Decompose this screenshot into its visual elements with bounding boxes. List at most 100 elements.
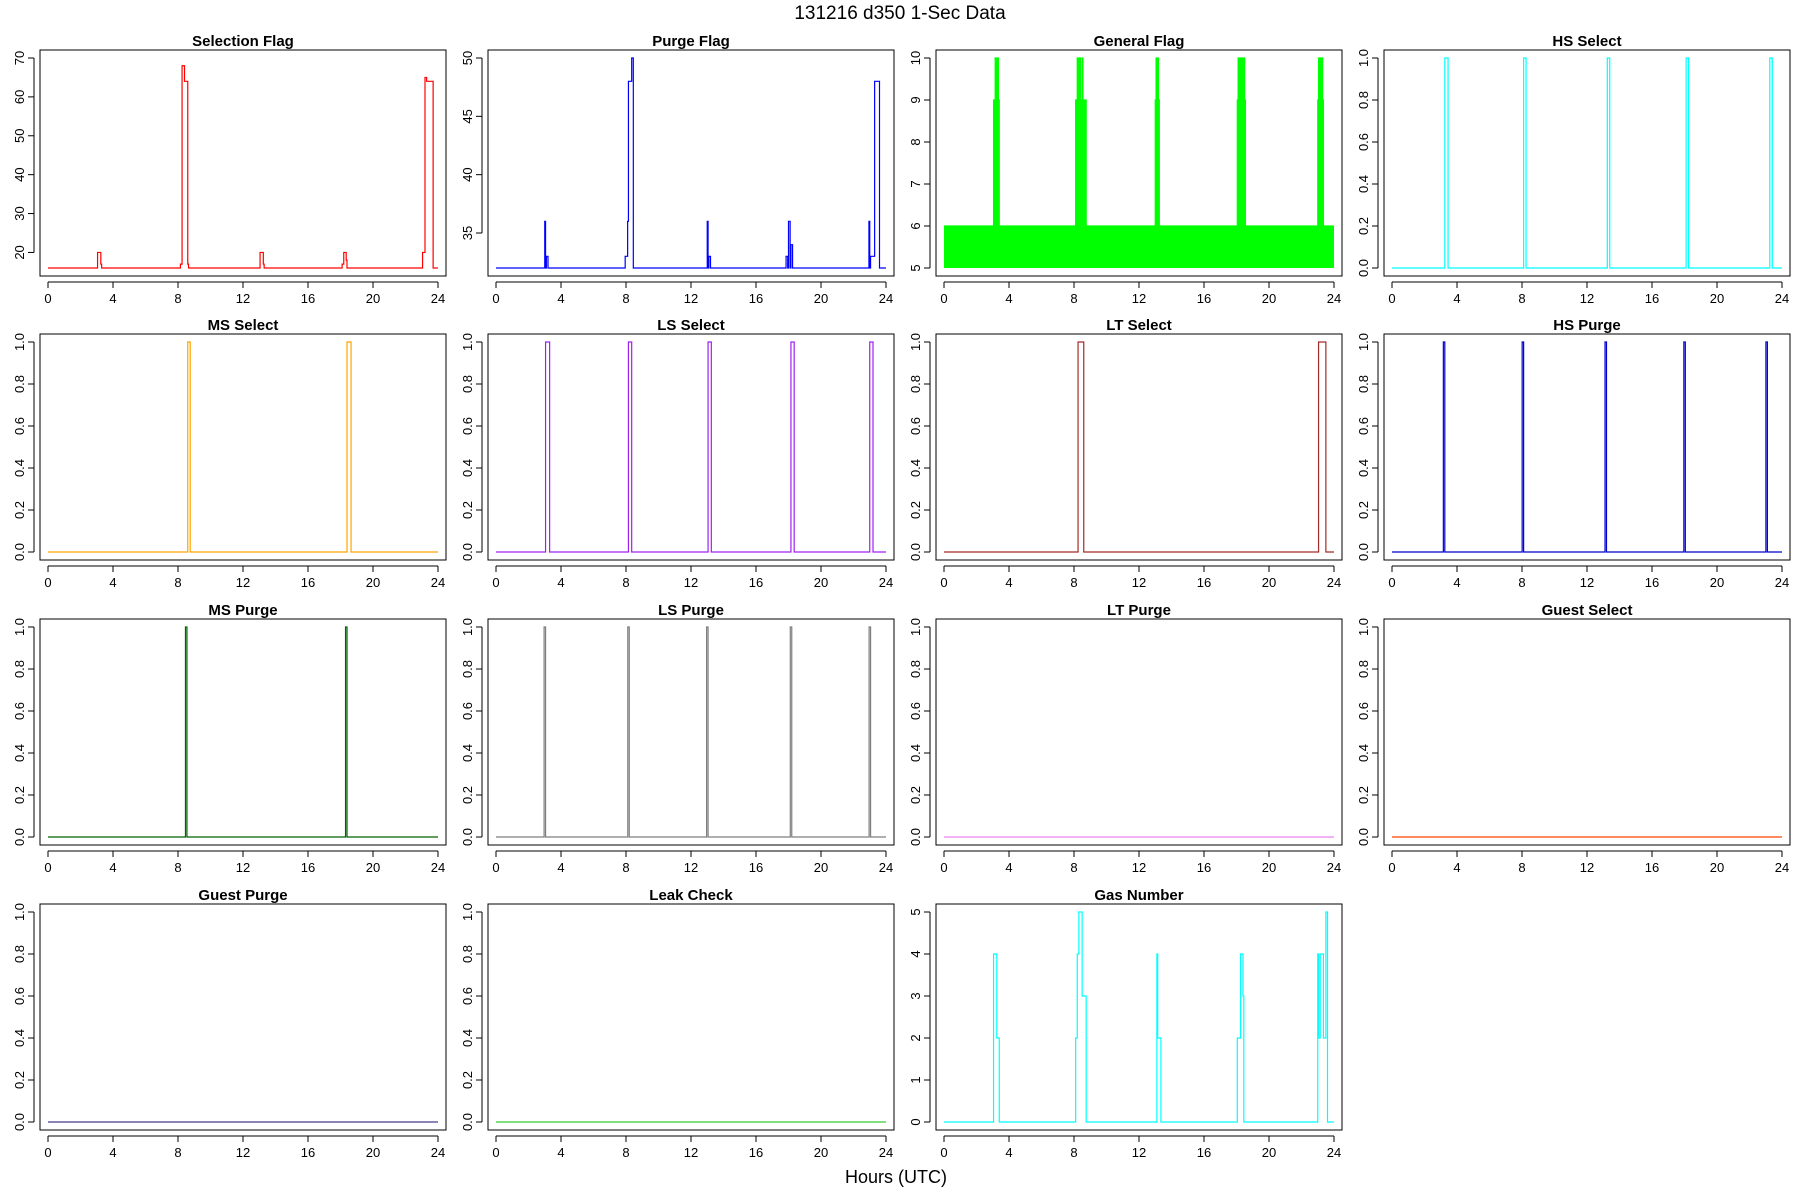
x-tick-label: 12 (1132, 1145, 1146, 1160)
plot-frame (487, 903, 895, 1131)
x-tick-label: 4 (109, 860, 116, 875)
plot-frame (1383, 618, 1791, 846)
x-tick-label: 12 (1580, 575, 1594, 590)
panel-title: Purge Flag (652, 33, 730, 50)
x-tick-label: 0 (44, 1145, 51, 1160)
x-tick-label: 8 (1518, 860, 1525, 875)
plot-frame (935, 333, 1343, 561)
y-tick-label: 0.4 (460, 744, 475, 762)
series-line (496, 57, 886, 269)
x-tick-label: 4 (1005, 575, 1012, 590)
y-tick-label: 0.6 (908, 417, 923, 435)
x-tick-label: 12 (684, 1145, 698, 1160)
chart-panel-8: HS Purge 0 4 8 12 16 20 24 0.0 0.2 0.4 0.6 0.8 1.0 (1356, 317, 1791, 590)
x-tick-label: 20 (1262, 575, 1276, 590)
x-tick-label: 8 (174, 860, 181, 875)
series-line (1392, 341, 1782, 553)
y-tick-label: 0.0 (908, 543, 923, 561)
x-tick-label: 0 (940, 291, 947, 306)
y-tick-label: 1.0 (12, 333, 27, 351)
y-tick-label: 0.6 (1356, 417, 1371, 435)
y-tick-label: 0.2 (908, 786, 923, 804)
y-tick-label: 0.2 (1356, 786, 1371, 804)
x-tick-label: 0 (44, 291, 51, 306)
x-tick-label: 8 (1518, 291, 1525, 306)
panel-title: LT Purge (1107, 602, 1171, 619)
panel-title: Guest Purge (198, 887, 287, 904)
y-tick-label: 50 (12, 129, 27, 143)
y-tick-label: 0.8 (1356, 91, 1371, 109)
x-tick-label: 0 (1388, 575, 1395, 590)
y-tick-label: 0.8 (1356, 375, 1371, 393)
y-tick-label: 0.0 (460, 543, 475, 561)
x-tick-label: 8 (174, 291, 181, 306)
x-tick-label: 4 (557, 1145, 564, 1160)
chart-panel-1: Selection Flag 0 4 8 12 16 20 24 20 30 40 50 60 70 (12, 33, 447, 306)
y-tick-label: 0.4 (12, 459, 27, 477)
panel-title: Guest Select (1542, 602, 1633, 619)
series-line (48, 626, 438, 838)
x-tick-label: 8 (174, 575, 181, 590)
series-line (944, 911, 1334, 1123)
y-tick-label: 0.6 (12, 987, 27, 1005)
x-tick-label: 24 (1775, 291, 1789, 306)
x-tick-label: 16 (301, 860, 315, 875)
x-tick-label: 20 (814, 860, 828, 875)
y-tick-label: 0.4 (1356, 744, 1371, 762)
x-tick-label: 4 (109, 575, 116, 590)
y-tick-label: 0.0 (460, 1113, 475, 1131)
panel-title: MS Purge (208, 602, 277, 619)
x-tick-label: 4 (1005, 1145, 1012, 1160)
y-tick-label: 0.8 (460, 375, 475, 393)
series-line (1392, 57, 1782, 269)
chart-panel-11: LT Purge 0 4 8 12 16 20 24 0.0 0.2 0.4 0.6 0.8 1.0 (908, 602, 1343, 875)
x-tick-label: 16 (1197, 1145, 1211, 1160)
x-tick-label: 0 (1388, 291, 1395, 306)
y-tick-label: 1.0 (12, 618, 27, 636)
y-tick-label: 0.4 (12, 1029, 27, 1047)
plot-frame (39, 49, 447, 277)
x-tick-label: 16 (749, 860, 763, 875)
x-tick-label: 8 (1518, 575, 1525, 590)
x-tick-label: 8 (1070, 1145, 1077, 1160)
y-tick-label: 1.0 (460, 903, 475, 921)
x-tick-label: 12 (1132, 860, 1146, 875)
x-tick-label: 24 (879, 575, 893, 590)
x-tick-label: 24 (1327, 575, 1341, 590)
plot-frame (935, 618, 1343, 846)
x-tick-label: 4 (1005, 291, 1012, 306)
plot-frame (487, 618, 895, 846)
y-tick-label: 0.2 (908, 501, 923, 519)
y-tick-label: 30 (12, 206, 27, 220)
plot-frame (935, 49, 1343, 277)
chart-panel-2: Purge Flag 0 4 8 12 16 20 24 35 40 45 50 (460, 33, 895, 306)
y-tick-label: 0.2 (460, 786, 475, 804)
series-area (944, 58, 1334, 268)
x-tick-label: 4 (1453, 860, 1460, 875)
x-tick-label: 0 (940, 575, 947, 590)
x-tick-label: 4 (557, 575, 564, 590)
panel-title: LS Purge (658, 602, 724, 619)
x-tick-label: 20 (366, 860, 380, 875)
x-tick-label: 24 (1775, 860, 1789, 875)
x-tick-label: 16 (301, 575, 315, 590)
y-tick-label: 0.2 (460, 501, 475, 519)
x-tick-label: 24 (879, 1145, 893, 1160)
panel-title: HS Purge (1553, 317, 1621, 334)
x-tick-label: 24 (1327, 291, 1341, 306)
x-tick-label: 24 (431, 575, 445, 590)
chart-panel-5: MS Select 0 4 8 12 16 20 24 0.0 0.2 0.4 0.6 0.8 1.0 (12, 317, 447, 590)
y-tick-label: 40 (12, 167, 27, 181)
series-line (944, 57, 1334, 227)
chart-panel-3: General Flag 0 4 8 12 16 20 24 5 6 7 8 9 10 (908, 33, 1343, 306)
y-tick-label: 0.0 (460, 828, 475, 846)
x-tick-label: 12 (684, 291, 698, 306)
plot-frame (487, 49, 895, 277)
chart-panel-6: LS Select 0 4 8 12 16 20 24 0.0 0.2 0.4 0.6 0.8 1.0 (460, 317, 895, 590)
chart-panel-4: HS Select 0 4 8 12 16 20 24 0.0 0.2 0.4 0.6 0.8 1.0 (1356, 33, 1791, 306)
y-tick-label: 0.8 (908, 660, 923, 678)
x-tick-label: 12 (236, 860, 250, 875)
y-tick-label: 4 (908, 950, 923, 957)
x-tick-label: 16 (749, 1145, 763, 1160)
